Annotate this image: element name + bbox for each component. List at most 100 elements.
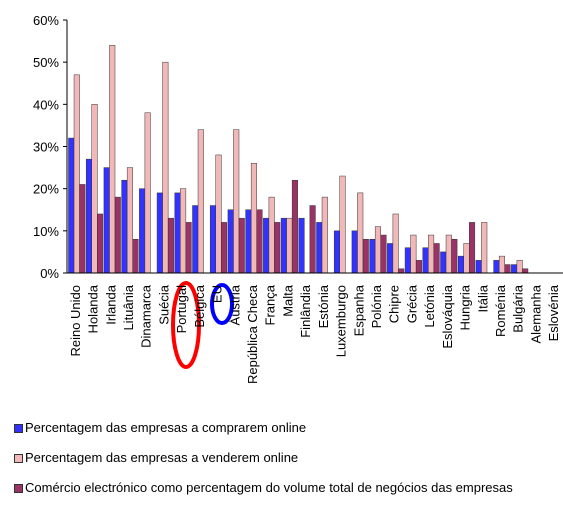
bar bbox=[298, 217, 305, 274]
bar bbox=[256, 209, 263, 274]
bar bbox=[268, 196, 275, 274]
bar bbox=[167, 217, 174, 274]
y-tick-label: 20% bbox=[33, 182, 59, 197]
bar bbox=[79, 184, 86, 274]
bar bbox=[174, 192, 181, 274]
legend-label: Comércio electrónico como percentagem do… bbox=[25, 480, 513, 495]
legend-label: Percentagem das empresas a venderem onli… bbox=[25, 450, 299, 465]
bar bbox=[233, 129, 240, 274]
bar bbox=[440, 251, 447, 274]
legend-entry: Percentagem das empresas a comprarem onl… bbox=[14, 420, 559, 435]
bar bbox=[457, 255, 465, 274]
highlight-portugal bbox=[171, 281, 201, 369]
x-tick-label: Alemanha bbox=[528, 284, 543, 343]
bar bbox=[215, 154, 222, 274]
bar bbox=[428, 234, 435, 274]
legend-swatch bbox=[14, 484, 23, 493]
x-tick-label: Irlanda bbox=[103, 284, 118, 325]
x-tick-label: EU bbox=[210, 285, 225, 303]
bar bbox=[392, 213, 399, 274]
bar bbox=[333, 230, 341, 274]
bar bbox=[422, 247, 429, 274]
legend-label: Percentagem das empresas a comprarem onl… bbox=[25, 420, 307, 435]
x-tick-label: Lituânia bbox=[121, 284, 136, 330]
bar bbox=[451, 239, 458, 274]
bar bbox=[114, 196, 121, 274]
x-tick-label: Hungria bbox=[458, 284, 473, 330]
bar bbox=[139, 188, 146, 274]
legend-swatch bbox=[14, 424, 23, 433]
x-tick-label: Suécia bbox=[156, 284, 171, 325]
highlight-eu bbox=[210, 283, 234, 325]
x-tick-label: Roménia bbox=[493, 284, 508, 337]
bar bbox=[516, 260, 523, 274]
bar bbox=[387, 243, 394, 274]
bar bbox=[197, 129, 204, 274]
bar bbox=[357, 192, 364, 274]
bar bbox=[73, 74, 80, 274]
x-tick-label: Reino Unido bbox=[68, 285, 83, 357]
bar bbox=[132, 239, 139, 274]
x-tick-label: Estónia bbox=[316, 284, 331, 328]
x-tick-label: Holanda bbox=[86, 284, 101, 333]
bar bbox=[380, 234, 387, 274]
x-tick-label: Finlândia bbox=[298, 284, 313, 338]
bar bbox=[221, 222, 228, 274]
y-tick-label: 40% bbox=[33, 97, 59, 112]
bar bbox=[410, 234, 417, 274]
bar bbox=[156, 192, 163, 274]
bar bbox=[263, 217, 270, 274]
bar bbox=[511, 264, 518, 274]
bar bbox=[291, 179, 298, 274]
bar bbox=[504, 264, 511, 274]
bar bbox=[374, 226, 381, 274]
bar bbox=[493, 260, 500, 274]
x-tick-label: Espanha bbox=[351, 284, 366, 336]
x-tick-label: Bulgária bbox=[511, 284, 526, 332]
bar bbox=[280, 217, 287, 274]
bar bbox=[445, 234, 452, 274]
bar bbox=[286, 217, 293, 274]
bar bbox=[404, 247, 411, 274]
y-tick-label: 0% bbox=[40, 266, 59, 281]
bar bbox=[321, 196, 328, 274]
bar bbox=[91, 104, 98, 274]
x-tick-label: Itália bbox=[475, 284, 490, 312]
y-tick-label: 30% bbox=[33, 140, 59, 155]
bar bbox=[415, 260, 422, 274]
bar bbox=[469, 222, 476, 274]
x-tick-label: Eslováquia bbox=[440, 284, 455, 348]
x-tick-label: Bélgica bbox=[192, 284, 207, 327]
bar bbox=[369, 239, 376, 274]
x-tick-label: Grécia bbox=[404, 284, 419, 323]
bar bbox=[185, 222, 192, 274]
x-tick-label: Áustria bbox=[227, 284, 242, 325]
bar bbox=[209, 205, 216, 274]
x-tick-label: República Checa bbox=[245, 284, 260, 384]
x-tick-label: França bbox=[263, 284, 278, 325]
bar bbox=[309, 205, 316, 274]
bar bbox=[109, 45, 116, 274]
bar bbox=[97, 213, 104, 274]
y-tick-label: 60% bbox=[33, 13, 59, 28]
x-tick-label: Luxemburgo bbox=[334, 285, 349, 357]
x-tick-label: Malta bbox=[280, 284, 295, 317]
bar bbox=[126, 167, 133, 274]
chart: 0% 10% 20% 30% 40% 50% 60% Reino Unido Holanda Ir… bbox=[33, 13, 563, 384]
x-tick-label: Eslovénia bbox=[546, 284, 561, 341]
bar bbox=[162, 61, 169, 274]
bar bbox=[475, 260, 482, 274]
bar bbox=[351, 230, 358, 274]
bar bbox=[433, 243, 440, 274]
bar bbox=[463, 243, 470, 274]
bar bbox=[192, 205, 199, 274]
bar bbox=[144, 112, 151, 274]
y-tick-label: 50% bbox=[33, 55, 59, 70]
bar bbox=[250, 163, 257, 274]
bar bbox=[498, 255, 505, 274]
bar bbox=[481, 222, 488, 274]
bar bbox=[103, 167, 110, 274]
bar bbox=[85, 158, 93, 274]
x-tick-label: Portugal bbox=[174, 285, 189, 334]
